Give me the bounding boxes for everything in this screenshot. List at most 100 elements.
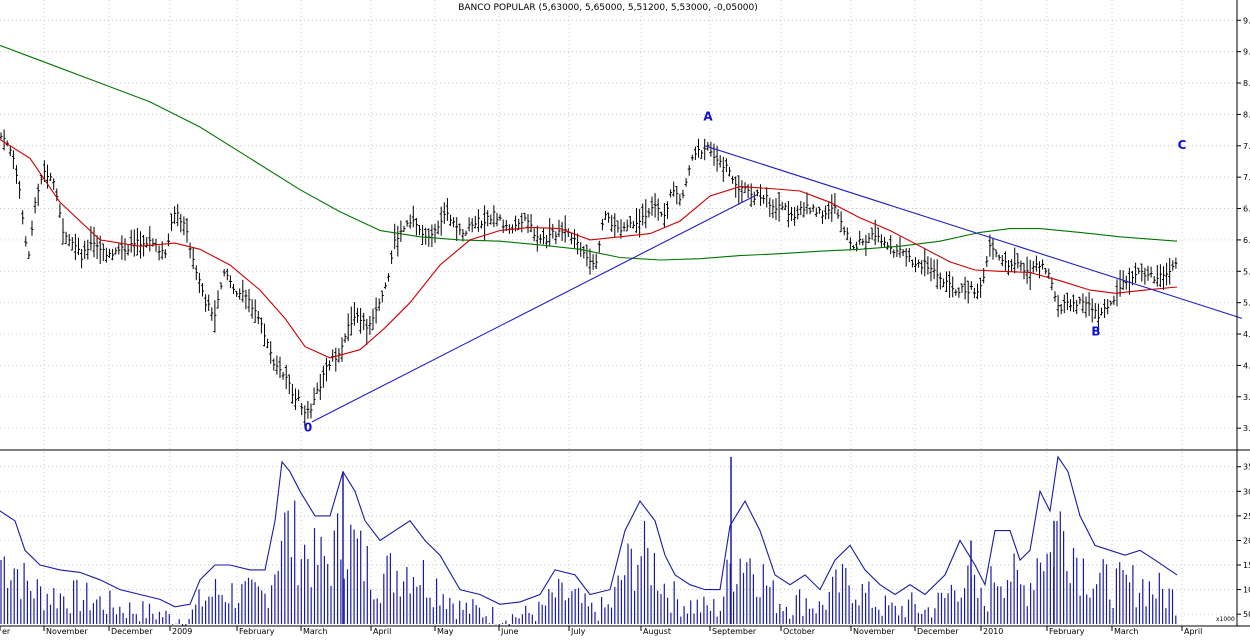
- price-bar: [808, 207, 812, 215]
- price-bar: [129, 229, 133, 253]
- month-label: May: [437, 627, 454, 636]
- price-bar: [867, 232, 871, 244]
- price-bar: [1171, 260, 1175, 271]
- price-bar: [650, 196, 654, 216]
- price-bar: [594, 253, 598, 269]
- price-bar: [1149, 266, 1153, 278]
- price-bar: [1165, 262, 1169, 286]
- price-bar: [170, 213, 173, 232]
- price-bar: [628, 215, 632, 228]
- price-bar: [306, 401, 310, 419]
- price-bar: [250, 299, 254, 319]
- short-moving-average: [0, 139, 1178, 359]
- long-moving-average: [0, 44, 1178, 261]
- price-bar: [244, 289, 248, 310]
- price-bar: [1013, 247, 1017, 274]
- price-bar: [380, 290, 384, 303]
- month-label: September: [712, 627, 757, 636]
- price-bar: [266, 338, 270, 349]
- price-bar: [703, 138, 707, 161]
- price-bar: [625, 219, 629, 232]
- price-bar: [563, 215, 567, 243]
- price-bar: [210, 307, 214, 321]
- price-bar: [1168, 258, 1172, 285]
- price-tick-label: 6.0: [1243, 236, 1250, 245]
- price-bar: [1062, 294, 1066, 314]
- price-bar: [799, 201, 803, 216]
- price-bar: [489, 214, 493, 225]
- price-bar: [86, 239, 90, 260]
- price-bar: [551, 223, 555, 239]
- price-bar: [653, 193, 657, 218]
- price-bar: [194, 265, 198, 281]
- price-bar: [8, 145, 12, 157]
- price-bar: [70, 237, 74, 251]
- chart-title: BANCO POPULAR (5,63000, 5,65000, 5,51200…: [458, 3, 758, 13]
- price-bar: [976, 283, 979, 300]
- month-label: er: [2, 627, 11, 636]
- price-bar: [504, 220, 508, 231]
- price-bar: [923, 247, 927, 277]
- volume-tick-label: 10000: [1243, 586, 1250, 595]
- price-bar: [542, 228, 545, 245]
- price-bar: [907, 248, 911, 263]
- price-bar: [926, 256, 930, 275]
- month-label: December: [917, 627, 959, 636]
- price-bar: [718, 155, 722, 168]
- price-bar: [886, 242, 890, 250]
- price-bar: [92, 226, 96, 258]
- price-bar: [656, 198, 660, 221]
- price-bar: [294, 388, 297, 410]
- price-bar: [111, 248, 115, 261]
- price-bar: [876, 227, 880, 243]
- price-bar: [362, 312, 366, 331]
- price-bar: [1022, 262, 1026, 280]
- price-bar: [259, 317, 263, 334]
- price-bar: [842, 226, 846, 236]
- price-bar: [256, 311, 260, 324]
- price-bar: [721, 156, 725, 182]
- price-bar: [346, 313, 350, 342]
- price-bar: [638, 208, 642, 238]
- price-bar: [790, 207, 793, 221]
- price-bar: [439, 206, 443, 236]
- price-bar: [30, 220, 34, 236]
- price-bar: [1096, 303, 1100, 331]
- price-bar: [188, 242, 192, 259]
- price-bar: [399, 220, 403, 242]
- price-bar: [455, 217, 459, 241]
- price-bar: [201, 283, 204, 297]
- price-bar: [1174, 257, 1178, 269]
- price-bar: [21, 210, 25, 225]
- month-label: December: [111, 627, 153, 636]
- price-bar: [495, 212, 499, 227]
- price-bar: [24, 236, 28, 247]
- price-bar: [532, 228, 536, 242]
- price-bar: [824, 205, 828, 220]
- price-bar: [185, 218, 189, 243]
- price-bar: [681, 189, 685, 199]
- price-bar: [18, 180, 22, 199]
- price-bar: [607, 212, 611, 223]
- price-bar: [622, 222, 626, 232]
- price-bar: [945, 271, 948, 293]
- price-bar: [148, 226, 152, 252]
- month-label: November: [853, 627, 895, 636]
- wave-label: 0: [304, 420, 312, 434]
- price-bar: [771, 199, 775, 219]
- price-bar: [647, 208, 651, 218]
- price-bar: [108, 248, 111, 258]
- price-bar: [1081, 293, 1085, 314]
- price-bar: [1093, 303, 1097, 319]
- price-bar: [644, 199, 648, 229]
- price-bar: [55, 188, 59, 202]
- price-bar: [33, 197, 37, 214]
- wave-label: B: [1091, 324, 1100, 338]
- price-tick-label: 3.0: [1243, 424, 1250, 433]
- price-bar: [461, 228, 465, 242]
- price-bar: [805, 192, 809, 215]
- price-bar: [604, 210, 607, 220]
- price-bar: [1103, 298, 1107, 318]
- price-bar: [238, 288, 242, 300]
- price-bar: [297, 389, 301, 401]
